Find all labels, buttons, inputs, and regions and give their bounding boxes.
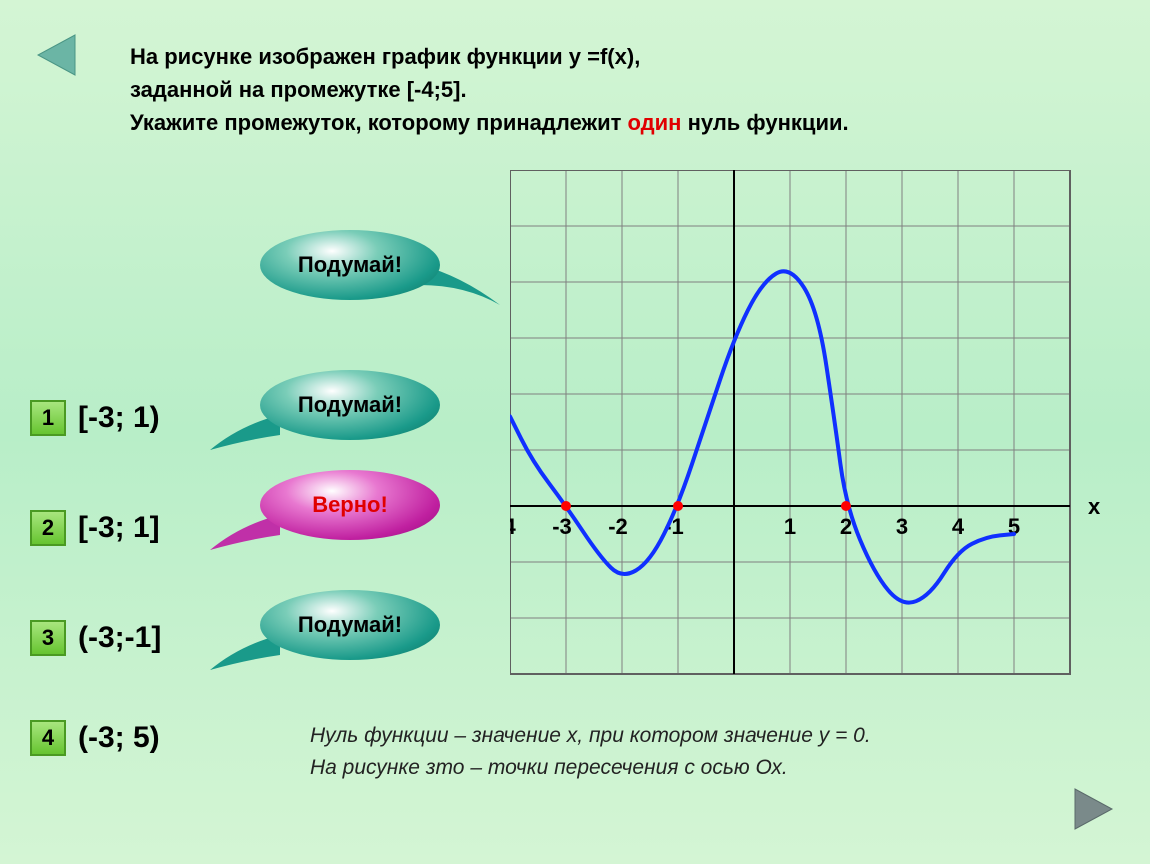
feedback-bubble-1: Подумай! bbox=[260, 230, 440, 300]
chart: -4-3-2-112345x bbox=[510, 170, 1070, 670]
answer-num-3: 3 bbox=[30, 620, 66, 656]
svg-text:4: 4 bbox=[952, 514, 965, 539]
answer-label-3: (-3;-1] bbox=[78, 621, 161, 655]
feedback-bubble-3: Верно! bbox=[260, 470, 440, 540]
answer-label-4: (-3; 5) bbox=[78, 721, 160, 755]
feedback-bubble-4: Подумай! bbox=[260, 590, 440, 660]
svg-text:-4: -4 bbox=[510, 514, 517, 539]
question-line2: заданной на промежутке [-4;5]. bbox=[130, 77, 467, 102]
svg-text:x: x bbox=[1088, 494, 1101, 519]
answer-3[interactable]: 3 (-3;-1] bbox=[30, 620, 161, 656]
answer-num-4: 4 bbox=[30, 720, 66, 756]
answer-4[interactable]: 4 (-3; 5) bbox=[30, 720, 160, 756]
bubble-text: Верно! bbox=[260, 470, 440, 540]
question-line3b: нуль функции. bbox=[681, 110, 848, 135]
svg-text:3: 3 bbox=[896, 514, 908, 539]
footnote: Нуль функции – значение х, при котором з… bbox=[310, 720, 871, 783]
svg-text:1: 1 bbox=[784, 514, 796, 539]
answer-num-2: 2 bbox=[30, 510, 66, 546]
bubble-text: Подумай! bbox=[260, 370, 440, 440]
footnote-line2: На рисунке зто – точки пересечения с ось… bbox=[310, 756, 788, 779]
answer-label-2: [-3; 1] bbox=[78, 511, 160, 545]
bubble-text: Подумай! bbox=[260, 590, 440, 660]
question-line1: На рисунке изображен график функции y =f… bbox=[130, 44, 640, 69]
answer-label-1: [-3; 1) bbox=[78, 401, 160, 435]
answer-num-1: 1 bbox=[30, 400, 66, 436]
svg-text:-2: -2 bbox=[608, 514, 628, 539]
question-accent: один bbox=[628, 110, 682, 135]
answer-2[interactable]: 2 [-3; 1] bbox=[30, 510, 160, 546]
question-line3a: Укажите промежуток, которому принадлежит bbox=[130, 110, 628, 135]
nav-next[interactable] bbox=[1070, 784, 1120, 834]
feedback-bubble-2: Подумай! bbox=[260, 370, 440, 440]
svg-text:-3: -3 bbox=[552, 514, 572, 539]
bubble-text: Подумай! bbox=[260, 230, 440, 300]
nav-prev[interactable] bbox=[30, 30, 80, 80]
question-text: На рисунке изображен график функции y =f… bbox=[130, 40, 1030, 139]
chart-svg: -4-3-2-112345x bbox=[510, 170, 1110, 714]
footnote-line1: Нуль функции – значение х, при котором з… bbox=[310, 724, 871, 747]
answer-1[interactable]: 1 [-3; 1) bbox=[30, 400, 160, 436]
